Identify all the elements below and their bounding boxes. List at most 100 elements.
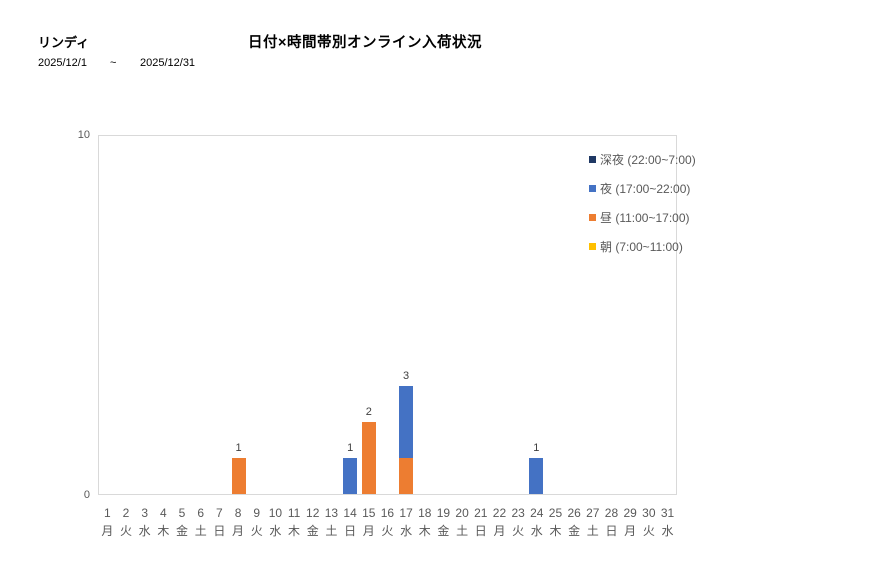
x-axis-label-day-22: 22 月	[490, 505, 509, 540]
bar-slot-day-6	[192, 136, 211, 494]
x-axis-weekday: 水	[530, 523, 543, 538]
x-axis-day-number: 10	[268, 506, 283, 520]
chart-title: 日付×時間帯別オンライン入荷状況	[248, 35, 482, 51]
x-axis-weekday: 月	[362, 523, 375, 538]
x-axis-label-day-10: 10 水	[266, 505, 285, 540]
x-axis-label-day-21: 21 日	[471, 505, 490, 540]
x-axis-day-number: 25	[548, 506, 563, 520]
x-axis-weekday: 土	[586, 523, 599, 538]
x-axis-label-day-12: 12 金	[303, 505, 322, 540]
x-axis-label-day-18: 18 木	[415, 505, 434, 540]
x-axis-label-day-31: 31 水	[658, 505, 677, 540]
x-axis-labels: 1 月 2 火 3 水 4 木 5 金 6 土 7 日 8 月 9 火 10 水 11 木 12 金 13 土 14 日 15 月 16 火 1…	[98, 505, 677, 540]
bar-slot-day-15: 2	[360, 136, 379, 494]
x-axis-label-day-11: 11 木	[285, 505, 304, 540]
x-axis-weekday: 金	[306, 523, 319, 538]
y-axis-tick-0: 0	[83, 489, 90, 501]
x-axis-weekday: 日	[344, 523, 357, 538]
legend-color-chip	[589, 156, 596, 163]
x-axis-label-day-17: 17 水	[397, 505, 416, 540]
legend-item: 昼 (11:00~17:00)	[589, 209, 696, 226]
x-axis-day-number: 12	[306, 506, 320, 520]
bar-segment	[231, 458, 246, 494]
x-axis-day-number: 31	[660, 506, 675, 520]
date-range-end: 2025/12/31	[140, 57, 196, 69]
x-axis-label-day-23: 23 火	[509, 505, 528, 540]
bar-slot-day-22	[490, 136, 509, 494]
x-axis-day-number: 21	[474, 506, 488, 520]
x-axis-day-number: 4	[160, 506, 167, 520]
x-axis-weekday: 火	[381, 523, 394, 538]
bar-segment	[361, 422, 376, 494]
x-axis-label-day-16: 16 火	[378, 505, 397, 540]
bar-slot-day-19	[434, 136, 453, 494]
bar-slot-day-11	[285, 136, 304, 494]
x-axis-weekday: 土	[194, 523, 207, 538]
bar-total-label: 1	[235, 442, 242, 454]
x-axis-day-number: 17	[399, 506, 413, 520]
x-axis-day-number: 15	[362, 506, 376, 520]
bar-segment	[399, 386, 414, 458]
bar-slot-day-24: 1	[527, 136, 546, 494]
x-axis-day-number: 18	[418, 506, 432, 520]
bar-total-label: 3	[402, 370, 410, 382]
legend-color-chip	[589, 185, 596, 192]
x-axis-label-day-14: 14 日	[341, 505, 360, 540]
x-axis-label-day-30: 30 火	[639, 505, 658, 540]
x-axis-weekday: 金	[568, 523, 581, 538]
bar-slot-day-20	[453, 136, 472, 494]
bar-slot-day-26	[564, 136, 583, 494]
bar-slot-day-8: 1	[229, 136, 248, 494]
bar-slot-day-10	[266, 136, 285, 494]
x-axis-weekday: 火	[250, 523, 263, 538]
x-axis-day-number: 9	[253, 506, 261, 520]
legend-item: 朝 (7:00~11:00)	[589, 238, 696, 255]
bar-segment	[343, 458, 358, 494]
x-axis-day-number: 29	[623, 506, 637, 520]
legend-color-chip	[589, 243, 596, 250]
bar-slot-day-4	[155, 136, 174, 494]
x-axis-label-day-19: 19 金	[434, 505, 453, 540]
x-axis-weekday: 日	[474, 523, 487, 538]
legend-item: 夜 (17:00~22:00)	[589, 180, 696, 197]
x-axis-day-number: 3	[141, 506, 149, 520]
x-axis-day-number: 27	[586, 506, 600, 520]
x-axis-weekday: 水	[138, 523, 151, 538]
legend-label: 昼 (11:00~17:00)	[600, 211, 690, 225]
x-axis-day-number: 16	[380, 506, 395, 520]
x-axis-day-number: 19	[436, 506, 451, 520]
bar-slot-day-2	[118, 136, 137, 494]
x-axis-day-number: 28	[604, 506, 619, 520]
bar-slot-day-5	[173, 136, 192, 494]
bar-segment	[399, 458, 414, 494]
x-axis-day-number: 30	[642, 506, 656, 520]
bar-slot-day-13	[322, 136, 341, 494]
x-axis-label-day-15: 15 月	[359, 505, 378, 540]
date-range-separator: ~	[110, 57, 117, 69]
x-axis-weekday: 日	[605, 523, 618, 538]
plot-area: 1 1 2 3 1	[98, 135, 677, 495]
legend-label: 深夜 (22:00~7:00)	[600, 153, 696, 167]
x-axis-weekday: 水	[400, 523, 413, 538]
bar-total-label: 1	[533, 442, 540, 454]
x-axis-day-number: 20	[455, 506, 469, 520]
x-axis-day-number: 11	[287, 506, 301, 520]
x-axis-day-number: 5	[178, 506, 186, 520]
x-axis-weekday: 金	[437, 523, 450, 538]
x-axis-label-day-29: 29 月	[621, 505, 640, 540]
x-axis-weekday: 火	[120, 523, 133, 538]
x-axis-weekday: 水	[661, 523, 674, 538]
bar-total-label: 2	[365, 406, 372, 418]
bar-slot-day-1	[99, 136, 118, 494]
x-axis-weekday: 金	[176, 523, 189, 538]
bar-slot-day-17: 3	[397, 136, 416, 494]
y-axis-tick-10: 10	[77, 129, 90, 141]
x-axis-weekday: 火	[512, 523, 525, 538]
